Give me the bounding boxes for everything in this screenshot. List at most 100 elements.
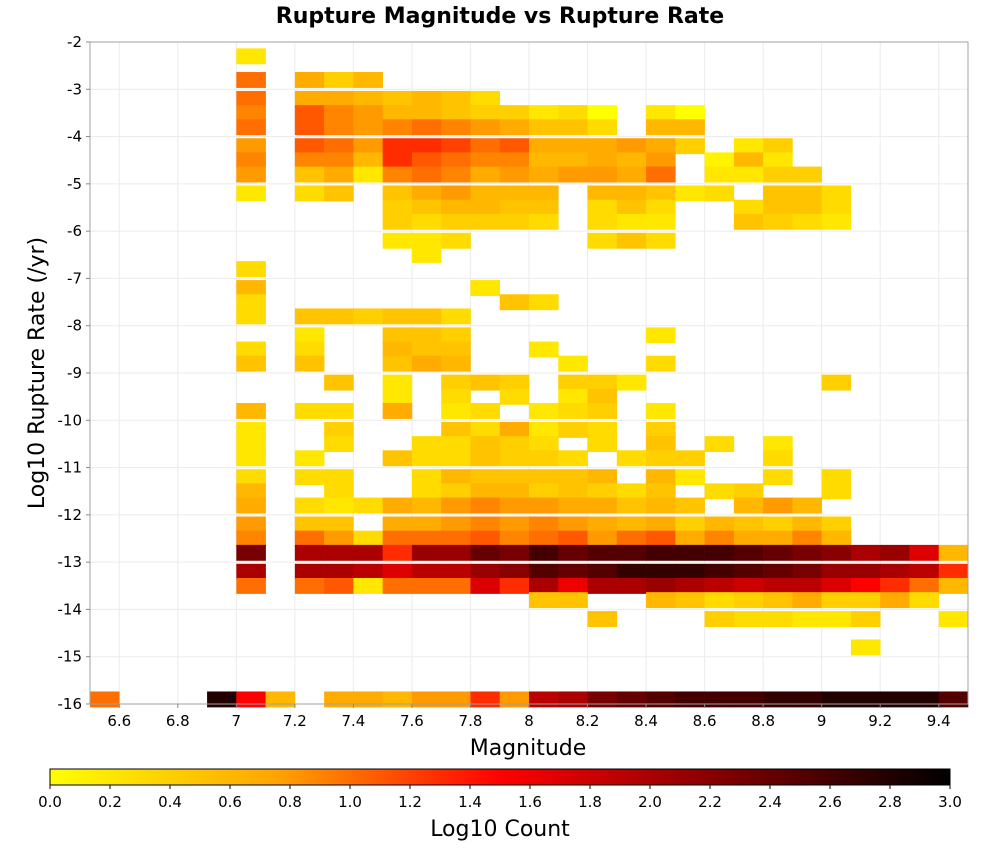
heatmap-cell	[821, 374, 852, 391]
heatmap-cell	[646, 232, 676, 249]
heatmap-cell	[265, 691, 296, 708]
heatmap-cell	[236, 294, 266, 311]
heatmap-cell	[763, 199, 793, 216]
heatmap-cell	[880, 577, 910, 594]
heatmap-cell	[236, 166, 266, 183]
heatmap-cell	[616, 185, 647, 202]
heatmap-cell	[587, 530, 618, 547]
heatmap-cell	[821, 563, 852, 580]
heatmap-cell	[587, 374, 618, 391]
heatmap-cell	[733, 577, 764, 594]
heatmap-cell	[587, 436, 618, 453]
heatmap-cell	[704, 166, 735, 183]
heatmap-cell	[294, 516, 325, 533]
heatmap-cell	[499, 138, 530, 155]
colorbar-tick-label: 2.2	[698, 793, 722, 811]
heatmap-cell	[207, 691, 237, 708]
heatmap-cell	[324, 119, 354, 136]
heatmap-cell	[353, 90, 383, 107]
heatmap-cell	[558, 374, 588, 391]
heatmap-cell	[616, 497, 647, 514]
heatmap-cell	[411, 246, 442, 263]
heatmap-cell	[646, 497, 676, 514]
heatmap-cell	[236, 119, 266, 136]
heatmap-cell	[441, 436, 471, 453]
heatmap-cell	[558, 469, 588, 486]
heatmap-cell	[353, 577, 383, 594]
colorbar-tick-label: 0.0	[38, 793, 62, 811]
heatmap-cell	[382, 308, 413, 325]
heatmap-cell	[411, 497, 442, 514]
heatmap-cell	[587, 691, 618, 708]
heatmap-cell	[675, 450, 705, 467]
heatmap-cell	[529, 341, 559, 358]
colorbar-tick-label: 0.2	[98, 793, 122, 811]
heatmap-cell	[909, 544, 940, 561]
heatmap-cell	[441, 563, 471, 580]
heatmap-cell	[646, 119, 676, 136]
heatmap-cell	[792, 577, 822, 594]
heatmap-cell	[236, 261, 266, 278]
heatmap-cell	[411, 544, 442, 561]
heatmap-cell	[529, 563, 559, 580]
heatmap-cell	[529, 497, 559, 514]
heatmap-cell	[821, 691, 852, 708]
heatmap-cell	[646, 105, 676, 122]
heatmap-cell	[646, 577, 676, 594]
heatmap-cell	[382, 530, 413, 547]
heatmap-cell	[411, 185, 442, 202]
heatmap-cell	[294, 185, 325, 202]
heatmap-cell	[646, 138, 676, 155]
heatmap-cell	[529, 436, 559, 453]
heatmap-cell	[587, 213, 618, 230]
heatmap-cell	[470, 152, 501, 169]
heatmap-cell	[704, 152, 735, 169]
heatmap-cell	[324, 138, 354, 155]
heatmap-cell	[558, 138, 588, 155]
heatmap-cell	[763, 691, 793, 708]
heatmap-cell	[646, 469, 676, 486]
heatmap-cell	[733, 483, 764, 500]
heatmap-cell	[821, 592, 852, 609]
colorbar-tick-label: 0.6	[218, 793, 242, 811]
heatmap-cell	[675, 119, 705, 136]
colorbar-tick-label: 1.8	[578, 793, 602, 811]
heatmap-cell	[294, 355, 325, 372]
heatmap-cell	[616, 152, 647, 169]
heatmap-cell	[704, 530, 735, 547]
heatmap-cell	[353, 119, 383, 136]
y-tick-label: -7	[67, 269, 82, 287]
heatmap-cell	[294, 90, 325, 107]
heatmap-cell	[646, 213, 676, 230]
heatmap-cell	[470, 497, 501, 514]
heatmap-cell	[441, 483, 471, 500]
heatmap-cell	[733, 516, 764, 533]
heatmap-cell	[763, 185, 793, 202]
heatmap-cell	[441, 691, 471, 708]
heatmap-cell	[294, 308, 325, 325]
heatmap-cell	[441, 152, 471, 169]
heatmap-cell	[675, 544, 705, 561]
heatmap-cell	[880, 544, 910, 561]
heatmap-cell	[382, 185, 413, 202]
heatmap-cell	[792, 592, 822, 609]
heatmap-cell	[675, 577, 705, 594]
heatmap-cell	[499, 294, 530, 311]
heatmap-cell	[909, 691, 940, 708]
heatmap-cell	[558, 592, 588, 609]
heatmap-cell	[411, 308, 442, 325]
heatmap-cell	[499, 105, 530, 122]
heatmap-cell	[499, 421, 530, 438]
heatmap-cell	[499, 119, 530, 136]
heatmap-cell	[675, 592, 705, 609]
heatmap-cell	[850, 691, 881, 708]
heatmap-cell	[587, 516, 618, 533]
heatmap-cell	[792, 544, 822, 561]
heatmap-cell	[821, 185, 852, 202]
heatmap-cell	[558, 105, 588, 122]
colorbar-tick-label: 0.4	[158, 793, 182, 811]
heatmap-cell	[850, 563, 881, 580]
y-tick-label: -5	[67, 175, 82, 193]
heatmap-cell	[529, 421, 559, 438]
heatmap-cell	[675, 516, 705, 533]
